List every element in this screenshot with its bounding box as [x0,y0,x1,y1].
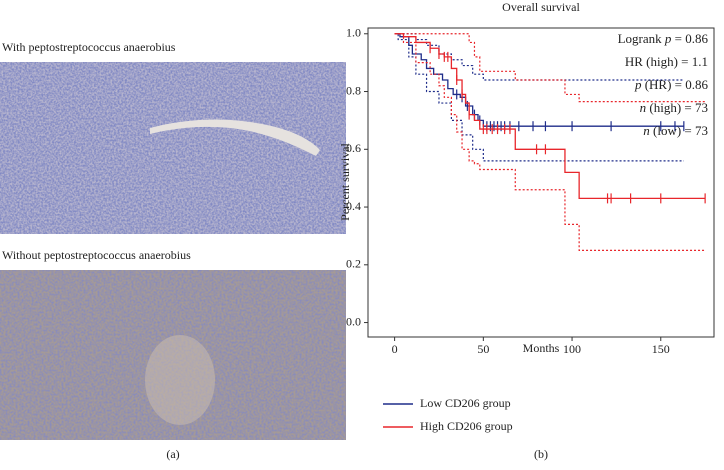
x-tick-label: 0 [392,342,398,356]
stat-text: HR (high) = 1.1 [625,54,708,69]
x-tick-label: 50 [477,342,489,356]
stat-text: = 0.86 [671,31,708,46]
stat-text: (HR) = 0.86 [641,77,708,92]
y-tick-label: 0.8 [346,83,361,97]
y-tick-label: 0.4 [346,199,361,213]
legend-label: High CD206 group [420,419,513,433]
stat-annotation: n (low) = 73 [643,123,708,138]
y-tick-label: 0.6 [346,141,361,155]
stat-annotation: HR (high) = 1.1 [625,54,708,69]
y-axis-label: Percent survival [338,143,352,221]
histology-texture [0,62,346,234]
stat-text: (low) = 73 [650,123,708,138]
stat-text: p [634,77,642,92]
stat-text: Logrank [618,31,665,46]
y-tick-label: 0.0 [346,314,361,328]
stat-annotation: Logrank p = 0.86 [618,31,709,46]
plot-frame [367,27,715,338]
y-tick-label: 0.2 [346,257,361,271]
x-axis-label: Months [523,341,560,355]
panel-caption: With peptostreptococcus anaerobius [2,40,176,54]
confidence-band [394,33,684,162]
x-tick-label: 150 [652,342,670,356]
stat-text: n [640,100,647,115]
x-tick-label: 100 [563,342,581,356]
tissue-gap [150,119,320,156]
stat-annotation: p (HR) = 0.86 [634,77,709,92]
stat-text: n [643,123,650,138]
panel-caption: Without peptostreptococcus anaerobius [2,248,191,262]
confidence-band [394,33,706,103]
panel-label: (a) [166,447,179,461]
panel-label: (b) [534,447,548,461]
y-tick-label: 1.0 [346,26,361,40]
stat-text: p [664,31,672,46]
confidence-band [394,33,706,251]
legend-label: Low CD206 group [420,396,511,410]
stat-annotation: n (high) = 73 [640,100,708,115]
stat-text: (high) = 73 [646,100,708,115]
tissue-region [145,335,215,425]
chart-title: Overall survival [502,0,580,14]
